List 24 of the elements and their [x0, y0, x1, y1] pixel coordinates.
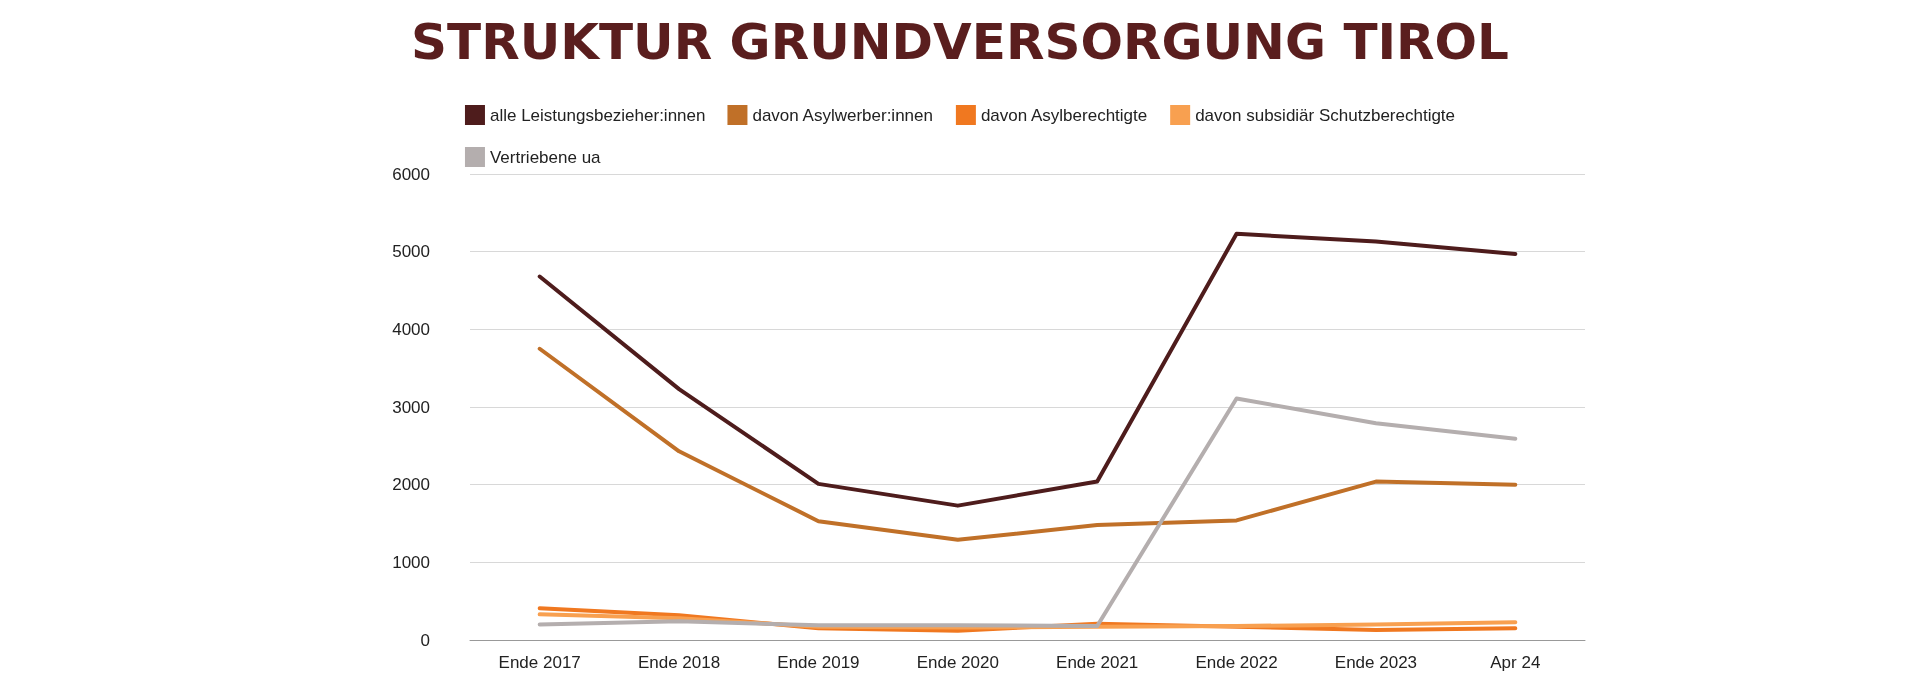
y-tick-label: 4000 — [392, 319, 430, 339]
y-tick-label: 5000 — [392, 242, 430, 262]
x-tick-label: Ende 2020 — [916, 653, 999, 672]
legend-label: davon Asylwerber:innen — [752, 105, 933, 125]
y-tick-label: 1000 — [392, 552, 430, 572]
chart-title: STRUKTUR GRUNDVERSORGUNG TIROL — [411, 13, 1509, 71]
y-tick-label: 2000 — [392, 475, 430, 495]
x-tick-label: Apr 24 — [1490, 653, 1541, 672]
y-tick-label: 6000 — [392, 164, 430, 184]
line-series — [537, 231, 1518, 508]
x-tick-label: Ende 2023 — [1334, 653, 1418, 672]
y-tick-label: 0 — [420, 630, 430, 650]
x-tick-label: Ende 2017 — [498, 653, 581, 672]
x-tick-label: Ende 2022 — [1195, 653, 1278, 672]
line-series — [537, 396, 1518, 629]
legend-label: davon Asylberechtigte — [980, 105, 1148, 125]
x-tick-label: Ende 2018 — [637, 653, 721, 672]
legend-label: Vertriebene ua — [489, 147, 602, 167]
x-tick-label: Ende 2019 — [777, 653, 860, 672]
line-series — [537, 346, 1518, 542]
legend-label: davon subsidiär Schutzberechtigte — [1195, 105, 1456, 125]
x-tick-label: Ende 2021 — [1056, 653, 1139, 672]
legend-label: alle Leistungsbezieher:innen — [489, 105, 706, 125]
y-tick-label: 3000 — [392, 397, 430, 417]
